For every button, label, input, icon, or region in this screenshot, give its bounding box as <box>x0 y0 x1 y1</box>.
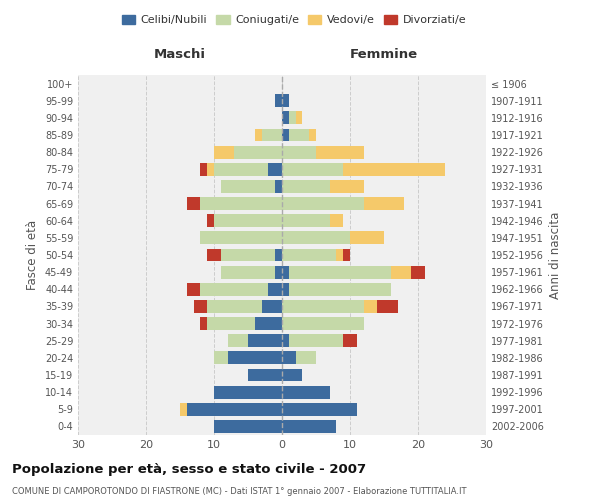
Bar <box>262 300 282 313</box>
Bar <box>282 180 329 193</box>
Bar <box>282 386 329 398</box>
Text: COMUNE DI CAMPOROTONDO DI FIASTRONE (MC) - Dati ISTAT 1° gennaio 2007 - Elaboraz: COMUNE DI CAMPOROTONDO DI FIASTRONE (MC)… <box>12 488 467 496</box>
Legend: Celibi/Nubili, Coniugati/e, Vedovi/e, Divorziati/e: Celibi/Nubili, Coniugati/e, Vedovi/e, Di… <box>118 10 470 30</box>
Bar <box>255 317 282 330</box>
Bar <box>227 352 282 364</box>
Bar <box>275 94 282 107</box>
Bar <box>343 248 350 262</box>
Bar <box>200 197 282 210</box>
Y-axis label: Anni di nascita: Anni di nascita <box>549 212 562 298</box>
Bar <box>187 283 200 296</box>
Bar <box>282 232 350 244</box>
Bar <box>282 420 337 433</box>
Bar <box>350 232 384 244</box>
Bar <box>200 163 207 175</box>
Bar <box>248 334 282 347</box>
Bar <box>207 163 214 175</box>
Bar <box>221 248 275 262</box>
Bar <box>289 283 391 296</box>
Bar <box>214 163 268 175</box>
Bar <box>180 403 187 415</box>
Bar <box>207 300 262 313</box>
Bar <box>235 146 282 158</box>
Bar <box>262 128 282 141</box>
Text: Popolazione per età, sesso e stato civile - 2007: Popolazione per età, sesso e stato civil… <box>12 462 366 475</box>
Bar <box>275 248 282 262</box>
Bar <box>282 300 364 313</box>
Bar <box>282 248 337 262</box>
Bar <box>221 266 275 278</box>
Bar <box>282 112 289 124</box>
Bar <box>329 180 364 193</box>
Bar <box>391 266 411 278</box>
Bar <box>221 180 275 193</box>
Bar <box>282 403 357 415</box>
Bar <box>296 112 302 124</box>
Bar <box>329 214 343 227</box>
Bar <box>343 163 445 175</box>
Bar <box>214 420 282 433</box>
Bar <box>343 334 357 347</box>
Bar <box>275 266 282 278</box>
Bar <box>268 163 282 175</box>
Bar <box>187 197 200 210</box>
Bar <box>282 283 289 296</box>
Bar <box>187 403 282 415</box>
Bar <box>227 334 248 347</box>
Bar <box>289 266 391 278</box>
Bar <box>200 283 268 296</box>
Bar <box>337 248 343 262</box>
Bar <box>316 146 364 158</box>
Bar <box>214 352 227 364</box>
Bar <box>282 214 329 227</box>
Bar <box>248 368 282 382</box>
Text: Femmine: Femmine <box>350 48 418 62</box>
Bar <box>200 317 207 330</box>
Y-axis label: Fasce di età: Fasce di età <box>26 220 39 290</box>
Bar <box>309 128 316 141</box>
Bar <box>275 180 282 193</box>
Bar <box>214 214 282 227</box>
Bar <box>296 352 316 364</box>
Bar <box>282 197 364 210</box>
Bar <box>282 317 364 330</box>
Bar <box>411 266 425 278</box>
Bar <box>207 214 214 227</box>
Bar <box>282 146 316 158</box>
Bar <box>194 300 207 313</box>
Bar <box>289 334 343 347</box>
Bar <box>282 163 343 175</box>
Bar <box>289 128 309 141</box>
Bar <box>214 386 282 398</box>
Text: Maschi: Maschi <box>154 48 206 62</box>
Bar <box>289 112 296 124</box>
Bar <box>282 266 289 278</box>
Bar <box>282 368 302 382</box>
Bar <box>364 300 377 313</box>
Bar <box>207 317 255 330</box>
Bar <box>364 197 404 210</box>
Bar <box>214 146 235 158</box>
Bar <box>268 283 282 296</box>
Bar <box>207 248 221 262</box>
Bar <box>200 232 282 244</box>
Bar <box>282 352 296 364</box>
Bar <box>282 94 289 107</box>
Bar <box>282 128 289 141</box>
Bar <box>255 128 262 141</box>
Bar <box>377 300 398 313</box>
Bar <box>282 334 289 347</box>
